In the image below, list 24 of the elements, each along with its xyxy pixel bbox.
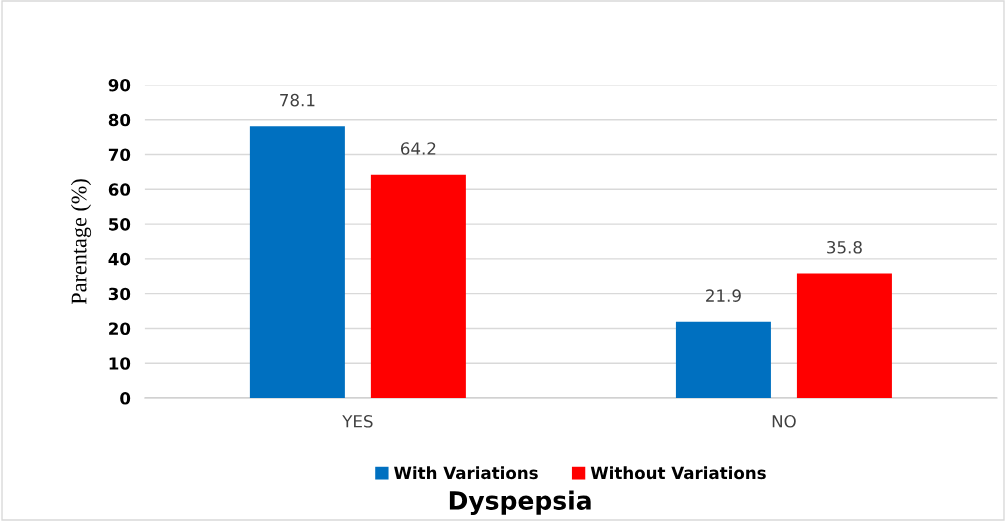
x-tick-label: YES [342,415,373,428]
y-tick-label: 80 [108,113,131,127]
y-tick-label: 50 [109,218,131,231]
text: Dyspepsia [449,490,591,515]
bar [370,174,466,399]
x-tick-label: NO [772,415,796,428]
y-tick-label: 40 [108,252,131,266]
y-tick-label: 20 [109,322,131,336]
data-label: 35.8 [827,240,862,254]
y-tick-label: 60 [108,183,131,196]
legend-label: With Variations [394,466,538,480]
data-label: 64.2 [400,142,436,155]
legend-label: Without Variations [590,466,766,480]
bar [675,321,771,399]
bar [249,126,345,399]
data-label: 78.1 [280,93,315,107]
y-tick-label: 10 [109,357,131,370]
data-label: 21.9 [706,289,741,302]
y-tick-label: 0 [120,392,131,405]
y-tick-label: 30 [108,287,131,301]
y-tick-label: 90 [108,78,131,92]
y-tick-label: 70 [108,148,131,162]
y-axis-title: Parentage (%) [70,179,92,305]
bar [796,273,892,399]
